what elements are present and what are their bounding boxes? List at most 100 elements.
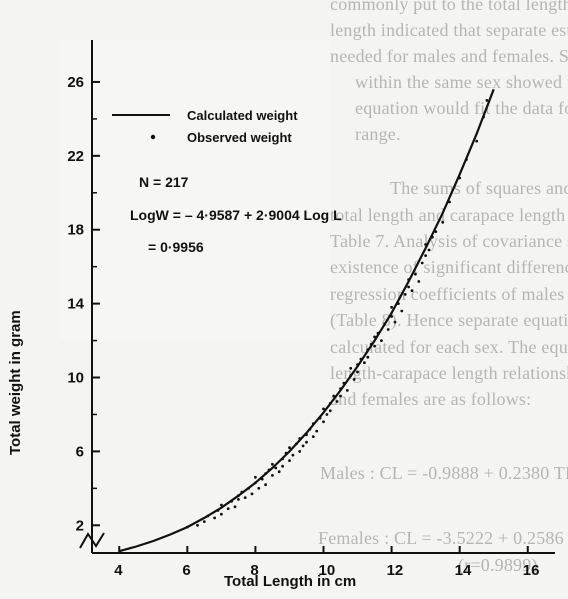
background-text-line: equation would fit the data for entire l…	[355, 98, 568, 118]
observed-point	[369, 342, 373, 346]
background-text-line: The sums of squares and products of	[390, 178, 568, 198]
observed-point	[274, 466, 278, 470]
observed-point	[407, 278, 410, 281]
axes	[79, 40, 555, 554]
background-text-line: (r=0.9899)	[458, 555, 538, 575]
observed-point	[260, 477, 264, 481]
observed-point	[305, 440, 308, 444]
observed-point	[431, 235, 434, 239]
observed-point	[335, 400, 339, 403]
observed-point	[482, 115, 485, 119]
observed-point	[220, 512, 223, 516]
observed-point	[318, 416, 322, 420]
observed-point	[202, 520, 206, 523]
y-tick-label: 6	[76, 443, 84, 460]
background-text-line: total length and carapace length are giv…	[330, 205, 568, 225]
observed-point	[410, 289, 414, 293]
observed-point	[414, 272, 417, 276]
observed-point	[281, 464, 284, 468]
observed-point	[393, 320, 397, 324]
observed-point	[257, 486, 261, 490]
background-text-line: and females are as follows:	[330, 389, 532, 409]
observed-point	[328, 409, 332, 413]
observed-point	[407, 285, 410, 289]
observed-point	[441, 220, 445, 224]
y-tick-label: 14	[67, 296, 84, 313]
observed-point	[400, 309, 404, 313]
observed-point	[434, 230, 438, 234]
observed-point	[254, 475, 257, 479]
observed-point	[359, 357, 363, 361]
observed-point	[230, 499, 234, 503]
background-text-line: Females : CL = -3.5222 + 0.2586 TL	[318, 528, 568, 548]
annotation-n: N = 217	[139, 174, 189, 190]
observed-point	[315, 429, 319, 433]
observed-point	[366, 355, 370, 359]
observed-point	[332, 394, 336, 398]
observed-point	[349, 366, 353, 370]
observed-point	[352, 378, 356, 381]
observed-point	[237, 494, 240, 498]
legend-label-observed: Observed weight	[187, 130, 292, 145]
observed-point	[284, 451, 288, 455]
observed-point	[328, 402, 332, 405]
observed-point	[216, 509, 220, 512]
observed-point	[250, 492, 254, 496]
observed-point	[206, 514, 210, 518]
annotations: N = 217 LogW = – 4·9587 + 2·9004 Log L =…	[130, 174, 342, 255]
observed-point	[397, 302, 400, 305]
observed-point	[308, 427, 312, 431]
background-text-line: regression coefficients of males and fem…	[330, 284, 568, 304]
observed-point	[349, 374, 353, 378]
observed-point	[271, 462, 274, 466]
background-text-line: range.	[355, 124, 401, 144]
observed-point	[386, 328, 390, 331]
x-tick-label: 12	[387, 562, 404, 579]
legend: Calculated weight Observed weight	[112, 108, 298, 145]
x-tick-label: 4	[114, 562, 123, 579]
observed-point	[322, 420, 325, 424]
observed-point	[254, 481, 257, 485]
observed-point	[288, 446, 291, 450]
observed-point	[339, 387, 342, 390]
observed-point	[264, 472, 267, 475]
observed-point	[363, 361, 366, 365]
observed-point	[288, 459, 291, 462]
observed-point	[376, 331, 380, 335]
y-tick-label: 10	[67, 370, 84, 387]
observed-point	[267, 468, 271, 472]
observed-point	[424, 254, 427, 257]
y-tick-label: 2	[76, 517, 84, 534]
observed-point	[373, 335, 376, 339]
observed-point	[325, 413, 329, 416]
plot-panel	[60, 40, 330, 340]
x-tick-label: 16	[523, 562, 540, 579]
observed-point	[485, 99, 489, 102]
observed-point	[339, 394, 342, 398]
observed-point	[226, 507, 230, 511]
observed-point	[345, 389, 349, 392]
observed-point	[213, 516, 217, 520]
observed-point	[366, 348, 370, 352]
observed-point	[247, 486, 251, 490]
observed-point	[342, 381, 346, 385]
background-text-line: length indicated that separate estimates…	[330, 20, 568, 40]
observed-point	[271, 474, 274, 477]
axis-break-mark	[79, 532, 105, 549]
x-tick-label: 8	[250, 562, 258, 579]
background-text-line: within the same sex showed that a single	[355, 72, 568, 92]
observed-point	[237, 498, 240, 501]
observed-point	[281, 457, 284, 461]
observed-point	[322, 407, 325, 411]
observed-point	[465, 158, 468, 161]
observed-points-layer	[185, 99, 489, 529]
observed-point	[243, 496, 247, 499]
observed-point	[196, 523, 199, 527]
observed-point	[185, 525, 189, 529]
observed-point	[390, 305, 393, 309]
x-tick-label: 14	[455, 562, 472, 579]
observed-point	[298, 450, 302, 453]
